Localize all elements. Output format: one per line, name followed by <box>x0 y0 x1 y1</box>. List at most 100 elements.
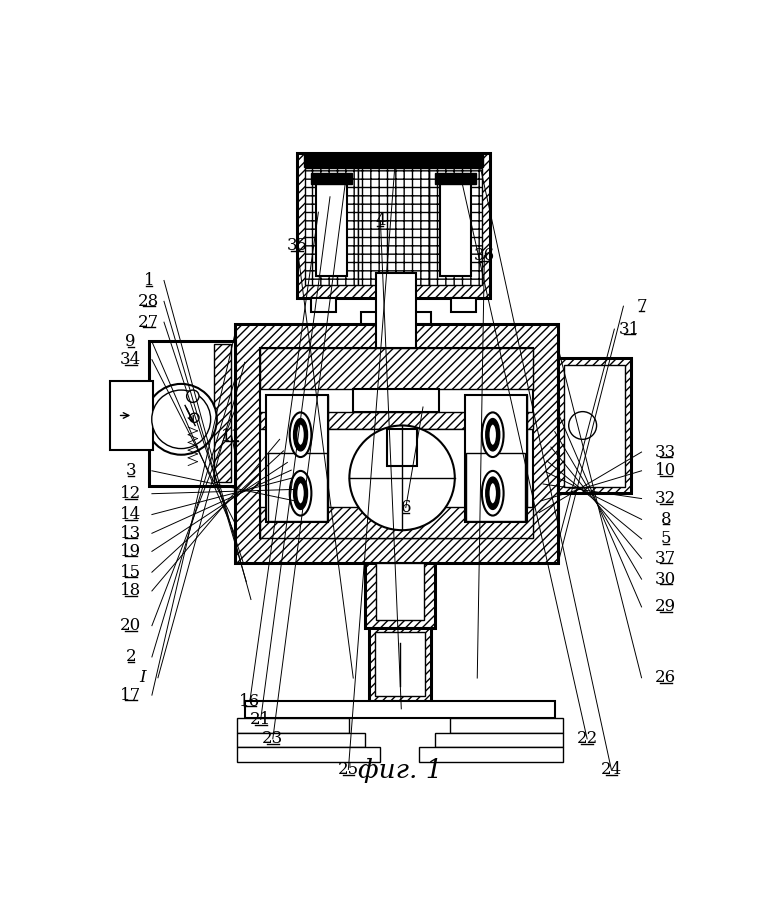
Ellipse shape <box>293 419 307 451</box>
Bar <box>311 298 336 311</box>
Bar <box>440 178 471 276</box>
Text: 3: 3 <box>126 463 136 479</box>
Bar <box>388 428 417 465</box>
Text: 35: 35 <box>286 237 307 254</box>
Bar <box>214 344 231 483</box>
Text: 29: 29 <box>655 598 676 615</box>
Circle shape <box>569 411 597 439</box>
Bar <box>377 311 415 324</box>
Text: 14: 14 <box>120 506 141 523</box>
Text: 18: 18 <box>120 583 141 600</box>
Text: 5: 5 <box>661 530 671 548</box>
Ellipse shape <box>482 412 504 457</box>
Bar <box>261 348 533 389</box>
Ellipse shape <box>486 477 500 510</box>
Text: фиг. 1: фиг. 1 <box>357 758 442 783</box>
Text: 4: 4 <box>375 212 386 229</box>
Text: 11: 11 <box>221 428 243 445</box>
Circle shape <box>146 384 217 455</box>
Text: 21: 21 <box>250 711 271 728</box>
Text: 19: 19 <box>120 543 141 560</box>
Text: 17: 17 <box>120 686 141 704</box>
Bar <box>465 395 526 522</box>
Bar <box>316 178 347 276</box>
Text: 10: 10 <box>655 463 676 479</box>
Bar <box>450 718 562 732</box>
Bar <box>149 341 236 485</box>
Text: 22: 22 <box>576 731 597 748</box>
Text: I: I <box>140 669 146 686</box>
Bar <box>297 153 490 298</box>
Circle shape <box>186 390 199 402</box>
Circle shape <box>152 390 211 448</box>
Bar <box>376 563 424 621</box>
Bar <box>268 453 327 521</box>
Text: 6: 6 <box>401 499 411 516</box>
Ellipse shape <box>489 424 497 446</box>
Bar <box>267 395 328 522</box>
Bar <box>110 381 153 450</box>
Ellipse shape <box>296 483 304 504</box>
Ellipse shape <box>293 477 307 510</box>
Ellipse shape <box>482 471 504 516</box>
Text: 28: 28 <box>138 293 159 309</box>
Bar <box>237 718 349 732</box>
Text: 23: 23 <box>262 731 283 748</box>
Ellipse shape <box>296 424 304 446</box>
Text: 34: 34 <box>120 351 141 368</box>
Bar <box>358 169 429 285</box>
Bar <box>466 453 525 521</box>
Bar <box>429 169 482 285</box>
Circle shape <box>349 426 455 530</box>
Bar <box>434 732 562 748</box>
Bar <box>261 348 533 538</box>
Bar <box>267 395 328 522</box>
Text: 24: 24 <box>601 761 622 778</box>
Bar <box>261 507 533 538</box>
Text: 16: 16 <box>239 693 261 710</box>
Text: 36: 36 <box>473 247 495 264</box>
Text: 2: 2 <box>126 649 136 666</box>
Bar <box>384 298 408 311</box>
Circle shape <box>190 413 199 422</box>
Ellipse shape <box>289 471 311 516</box>
Text: 12: 12 <box>120 485 141 502</box>
Ellipse shape <box>489 483 497 504</box>
Bar <box>303 153 484 167</box>
Text: 25: 25 <box>338 761 359 778</box>
Ellipse shape <box>486 419 500 451</box>
Bar <box>369 628 431 701</box>
Bar <box>361 311 431 324</box>
Text: 27: 27 <box>138 314 159 331</box>
Bar <box>236 324 558 563</box>
Text: 26: 26 <box>655 669 676 686</box>
Bar <box>261 411 533 428</box>
Bar <box>564 364 626 487</box>
Bar <box>353 389 438 411</box>
Text: 33: 33 <box>655 444 676 461</box>
Text: 13: 13 <box>120 525 141 542</box>
Bar <box>419 748 562 762</box>
Bar <box>558 358 632 493</box>
Text: 15: 15 <box>120 564 141 581</box>
Bar <box>376 273 416 348</box>
Bar <box>451 298 476 311</box>
Ellipse shape <box>289 412 311 457</box>
Bar <box>435 173 476 184</box>
Bar <box>237 732 365 748</box>
Bar <box>365 563 434 628</box>
Bar <box>245 701 555 718</box>
Bar <box>311 173 352 184</box>
Bar <box>328 428 465 538</box>
Bar <box>375 631 424 695</box>
Bar <box>465 395 526 522</box>
Text: 32: 32 <box>655 490 676 507</box>
Bar <box>237 748 381 762</box>
Text: 37: 37 <box>655 550 676 566</box>
Text: 20: 20 <box>120 617 141 634</box>
Bar <box>305 169 358 285</box>
Text: 31: 31 <box>619 320 640 337</box>
Text: 9: 9 <box>126 333 136 350</box>
Text: 1: 1 <box>144 272 154 289</box>
Text: 30: 30 <box>655 571 676 587</box>
